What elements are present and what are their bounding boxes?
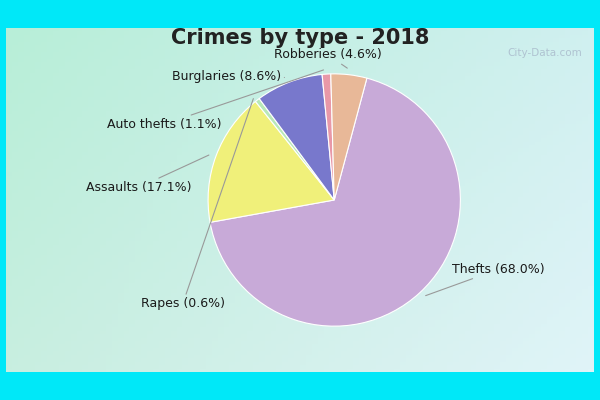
Wedge shape	[322, 74, 334, 200]
Text: Assaults (17.1%): Assaults (17.1%)	[86, 155, 209, 194]
Wedge shape	[210, 78, 460, 326]
Wedge shape	[259, 74, 334, 200]
Text: Rapes (0.6%): Rapes (0.6%)	[141, 99, 253, 310]
Wedge shape	[256, 98, 334, 200]
Text: Crimes by type - 2018: Crimes by type - 2018	[171, 28, 429, 48]
Wedge shape	[208, 102, 334, 222]
Text: Burglaries (8.6%): Burglaries (8.6%)	[172, 70, 284, 83]
Text: Auto thefts (1.1%): Auto thefts (1.1%)	[107, 70, 323, 131]
Text: Thefts (68.0%): Thefts (68.0%)	[425, 263, 545, 296]
Wedge shape	[331, 74, 367, 200]
Text: Robberies (4.6%): Robberies (4.6%)	[274, 48, 382, 68]
Text: City-Data.com: City-Data.com	[507, 48, 582, 58]
